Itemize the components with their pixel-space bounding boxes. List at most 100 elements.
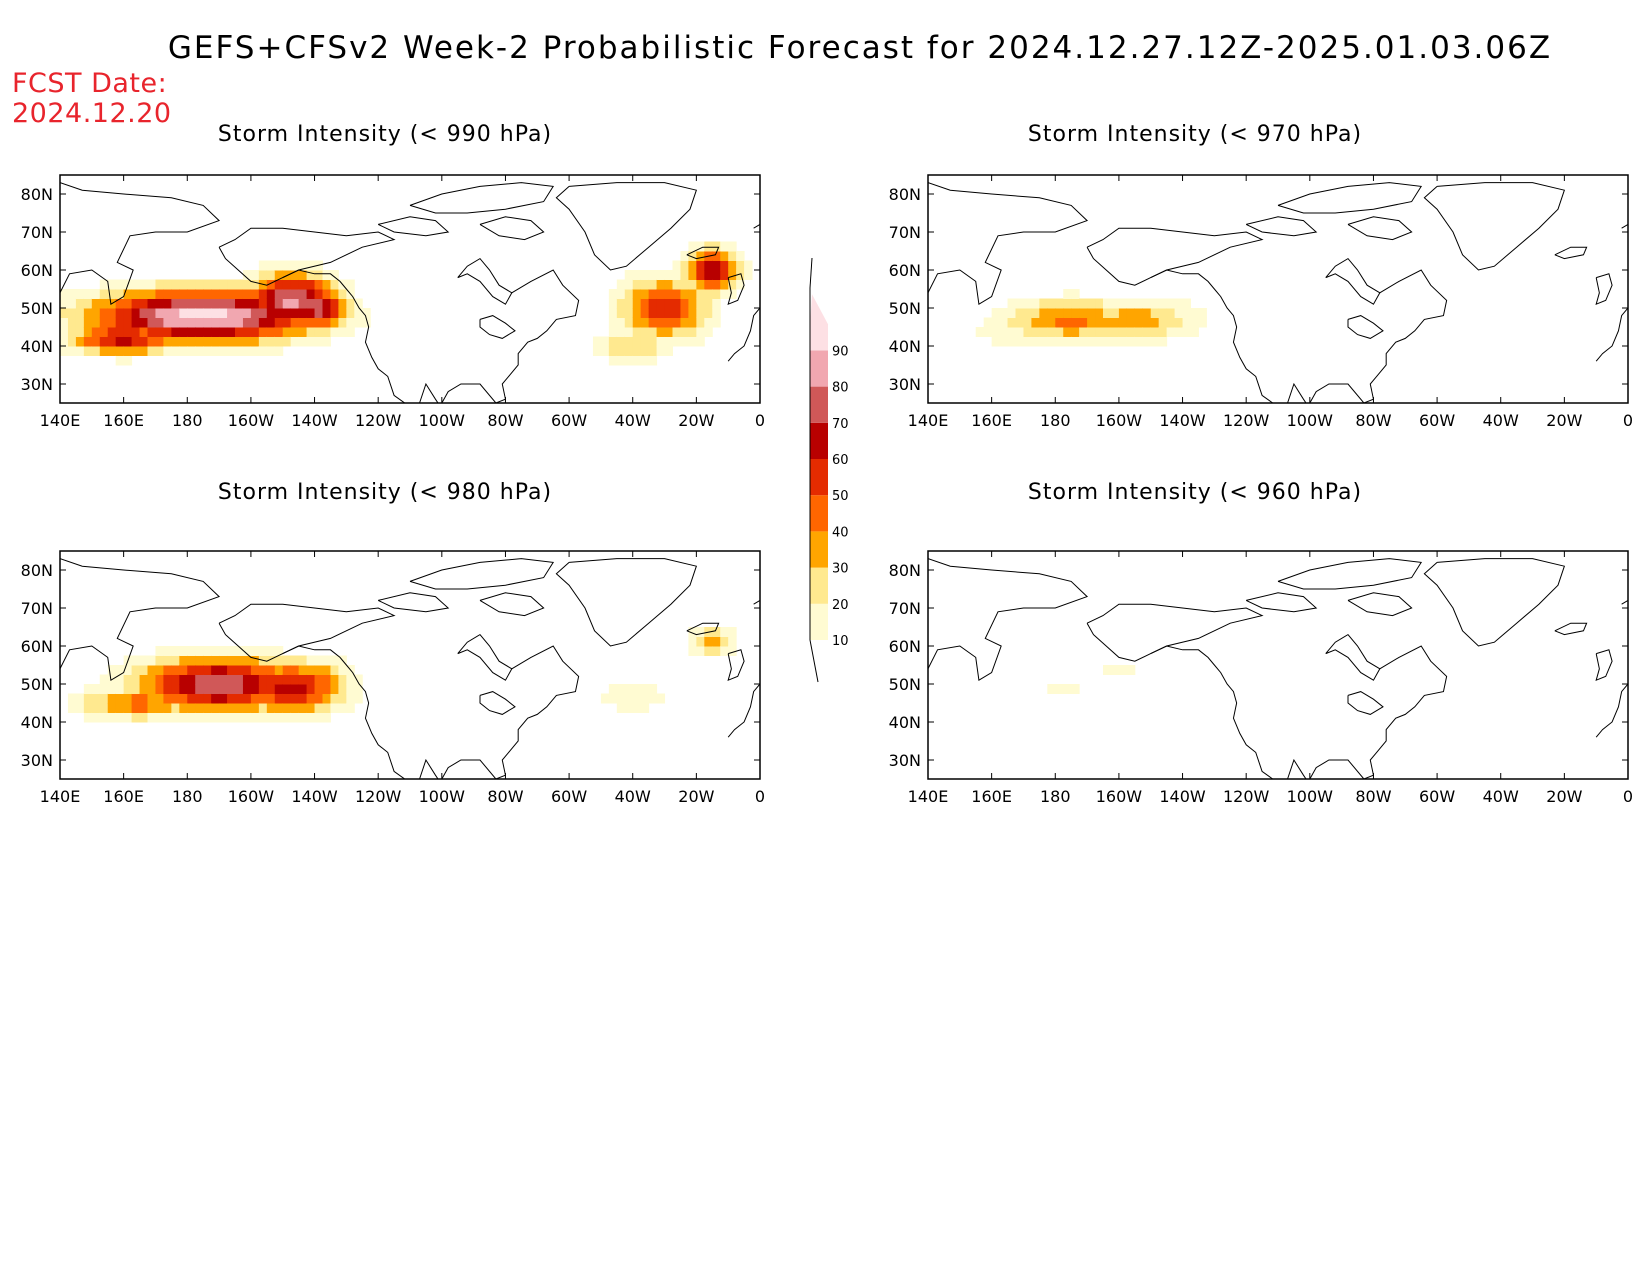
prob-cell [656, 693, 666, 704]
coastline [1347, 592, 1413, 617]
prob-cell [91, 298, 101, 309]
prob-cell [75, 298, 85, 309]
prob-cell [75, 336, 85, 347]
prob-cell [1039, 308, 1048, 318]
prob-cell [354, 317, 363, 328]
prob-cell [712, 241, 721, 252]
prob-cell [298, 703, 308, 713]
prob-cell [203, 674, 212, 685]
map-panel-p960: 140E 160E 180 160W 140W 120W 100W 80W 60W 40W 20W 0… [889, 550, 1633, 806]
prob-cell [728, 270, 737, 280]
prob-cell [171, 336, 180, 347]
prob-cell [75, 346, 85, 356]
prob-cell [314, 289, 323, 299]
prob-cell [235, 665, 244, 675]
lon-tick-label: 20W [678, 411, 714, 430]
prob-cell [242, 327, 252, 337]
prob-cell [235, 646, 244, 656]
prob-cell [211, 289, 220, 299]
prob-cell [314, 665, 323, 675]
prob-cell [728, 627, 737, 637]
lat-tick-label: 40N [889, 337, 921, 356]
prob-cell [624, 703, 634, 713]
prob-cell [1055, 317, 1064, 328]
prob-cell [242, 655, 252, 666]
prob-cell [179, 346, 188, 356]
prob-cell [123, 336, 133, 347]
prob-cell [1142, 317, 1152, 328]
prob-cell [274, 289, 284, 299]
prob-cell [250, 327, 260, 337]
prob-cell [242, 317, 252, 328]
prob-cell [1103, 665, 1112, 675]
prob-cell [60, 298, 69, 309]
prob-cell [696, 327, 705, 337]
prob-cell [250, 317, 260, 328]
prob-cell [298, 674, 308, 685]
prob-cell [187, 298, 196, 309]
prob-cell [680, 270, 689, 280]
lat-tick-label: 60N [889, 637, 921, 656]
prob-cell [227, 279, 236, 290]
prob-cell [219, 327, 228, 337]
prob-cell [282, 336, 292, 347]
prob-cell [322, 279, 331, 290]
prob-cell [123, 693, 133, 704]
prob-cell [1166, 327, 1176, 337]
prob-cell [1023, 317, 1032, 328]
prob-cell [235, 336, 244, 347]
prob-cell [680, 317, 689, 328]
coastline [1621, 223, 1628, 229]
prob-cell [664, 327, 673, 337]
prob-cell [1015, 308, 1024, 318]
prob-cell [250, 336, 260, 347]
prob-cell [648, 355, 658, 366]
prob-cell [1103, 327, 1112, 337]
prob-cell [131, 346, 141, 356]
prob-cell [330, 674, 339, 685]
prob-cell [203, 308, 212, 318]
prob-cell [664, 298, 673, 309]
coastline [1554, 622, 1588, 636]
coastline [727, 273, 745, 306]
prob-cell [1079, 308, 1088, 318]
prob-cell [648, 279, 658, 290]
prob-cell [258, 646, 268, 656]
prob-cell [195, 674, 204, 685]
prob-cell [712, 298, 721, 309]
prob-cell [258, 298, 268, 309]
prob-cell [298, 260, 308, 271]
prob-cell [83, 289, 93, 299]
prob-cell [1095, 298, 1104, 309]
prob-cell [1182, 298, 1191, 309]
prob-cell [219, 289, 228, 299]
prob-cell [1150, 327, 1160, 337]
prob-cell [616, 684, 626, 694]
prob-cell [91, 289, 101, 299]
coastline [1325, 633, 1381, 681]
prob-cell [227, 646, 236, 656]
prob-cell [282, 703, 292, 713]
prob-cell [1087, 336, 1096, 347]
prob-cell [115, 712, 125, 723]
prob-cell [75, 693, 85, 704]
prob-cell [362, 308, 371, 318]
prob-cell [1031, 336, 1040, 347]
prob-cell [298, 693, 308, 704]
coastline [377, 592, 450, 613]
prob-cell [266, 655, 276, 666]
prob-cell [306, 279, 316, 290]
prob-cell [1079, 317, 1088, 328]
prob-cell [179, 684, 188, 694]
prob-cell [235, 346, 244, 356]
prob-cell [139, 317, 148, 328]
lat-tick-label: 70N [889, 599, 921, 618]
coastline [753, 223, 760, 229]
forecast-date-value: 2024.12.20 [12, 98, 172, 129]
coastline [1554, 246, 1588, 260]
prob-cell [640, 279, 650, 290]
prob-cell [306, 665, 316, 675]
prob-cell [298, 712, 308, 723]
prob-cell [195, 317, 204, 328]
prob-cell [147, 684, 156, 694]
